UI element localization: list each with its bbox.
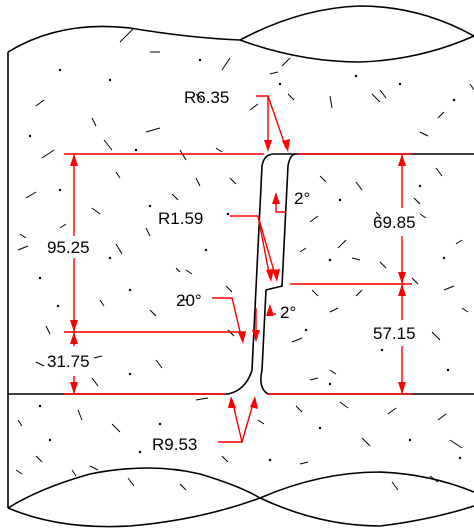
angle-label-2-lower: 2° [280,303,296,322]
concrete-hatch [15,27,474,491]
dimension-labels: 95.25 31.75 69.85 57.15 R6.35 R1.59 R9.5… [47,88,416,454]
radius-label-r6-35: R6.35 [184,88,229,107]
dimension-arrowheads [70,139,406,409]
angle-label-20: 20° [176,291,202,310]
dim-label-57-15: 57.15 [373,324,416,343]
angle-label-2-upper: 2° [294,189,310,208]
concrete-section-outline [7,5,474,528]
radius-label-r1-59: R1.59 [158,209,203,228]
dim-label-95-25: 95.25 [47,238,90,257]
dim-label-69-85: 69.85 [373,213,416,232]
joint-profile [8,153,474,395]
radius-label-r9-53: R9.53 [152,435,197,454]
dim-label-31-75: 31.75 [47,352,90,371]
